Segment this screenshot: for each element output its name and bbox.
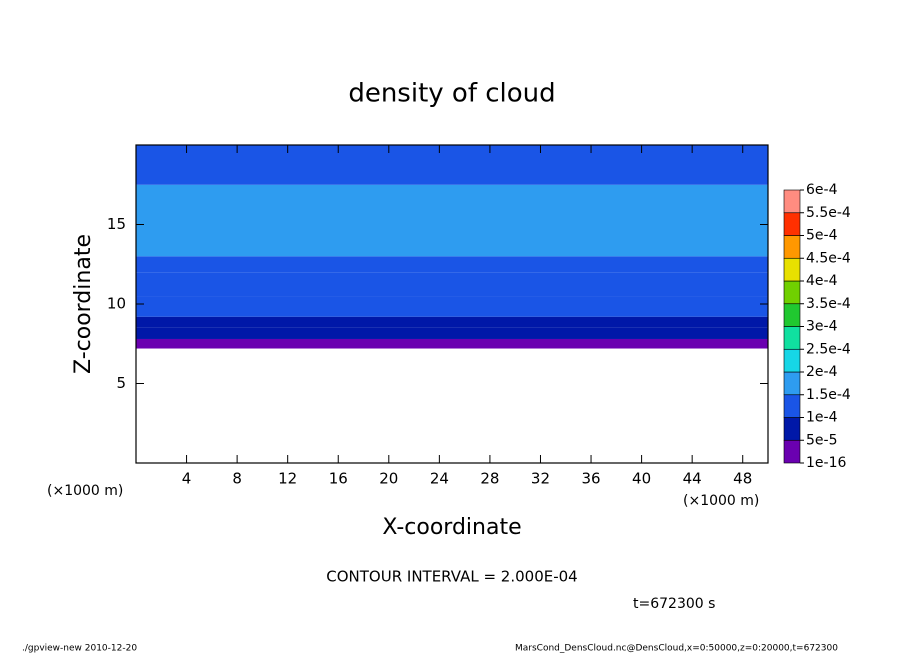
colorbar-label: 4.5e-4 (806, 250, 851, 266)
colorbar-label: 1.5e-4 (806, 387, 851, 403)
x-unit-label: (×1000 m) (683, 493, 759, 509)
colorbar-band (783, 348, 801, 373)
colorbar-band (783, 235, 801, 259)
x-tick-label: 28 (480, 470, 499, 488)
y-axis-label: Z-coordinate (71, 234, 96, 374)
field-band (136, 256, 768, 273)
x-axis-label: X-coordinate (382, 515, 521, 540)
colorbar-band (783, 257, 801, 282)
colorbar-label: 2e-4 (806, 364, 838, 380)
x-tick-label: 48 (733, 470, 752, 488)
x-tick-label: 40 (632, 470, 651, 488)
contour-interval: CONTOUR INTERVAL = 2.000E-04 (326, 568, 577, 586)
field-band (136, 316, 768, 328)
colorbar-band (783, 303, 801, 327)
chart-title: density of cloud (348, 79, 555, 109)
colorbar-label: 1e-16 (806, 455, 846, 471)
colorbar-label: 6e-4 (806, 182, 838, 198)
colorbar-band (783, 394, 801, 418)
colorbar-label: 4e-4 (806, 273, 838, 289)
x-tick-label: 8 (232, 470, 242, 488)
field-band (136, 184, 768, 257)
x-tick-label: 16 (329, 470, 348, 488)
colorbar-band (783, 326, 801, 350)
colorbar-band (783, 417, 801, 441)
x-tick-label: 4 (182, 470, 192, 488)
footer-right: MarsCond_DensCloud.nc@DensCloud,x=0:5000… (515, 644, 838, 654)
colorbar-label: 3e-4 (806, 319, 838, 335)
y-tick-label: 5 (116, 374, 126, 392)
x-tick-label: 36 (581, 470, 600, 488)
x-tick-label: 12 (278, 470, 297, 488)
y-tick-label: 15 (107, 215, 126, 233)
colorbar-band (783, 280, 801, 305)
colorbar-label: 2.5e-4 (806, 341, 851, 357)
colorbar-label: 5e-5 (806, 432, 837, 448)
colorbar-label: 3.5e-4 (806, 296, 851, 312)
field-band (136, 272, 768, 297)
time-label: t=672300 s (633, 596, 715, 612)
footer-left: ./gpview-new 2010-12-20 (22, 644, 137, 654)
field-band (136, 327, 768, 339)
colorbar-band (783, 371, 801, 396)
x-tick-label: 24 (430, 470, 449, 488)
y-tick-label: 10 (107, 295, 126, 313)
colorbar-band (783, 189, 801, 214)
x-tick-label: 32 (531, 470, 550, 488)
colorbar-label: 5e-4 (806, 228, 838, 244)
x-tick-label: 20 (379, 470, 398, 488)
field-band (136, 338, 768, 349)
y-unit-label: (×1000 m) (47, 483, 123, 499)
colorbar-band (783, 212, 801, 236)
field-band (136, 296, 768, 317)
x-tick-label: 44 (683, 470, 702, 488)
colorbar-band (783, 439, 801, 464)
colorbar-label: 1e-4 (806, 410, 838, 426)
colorbar-label: 5.5e-4 (806, 205, 851, 221)
field-band (136, 145, 768, 185)
